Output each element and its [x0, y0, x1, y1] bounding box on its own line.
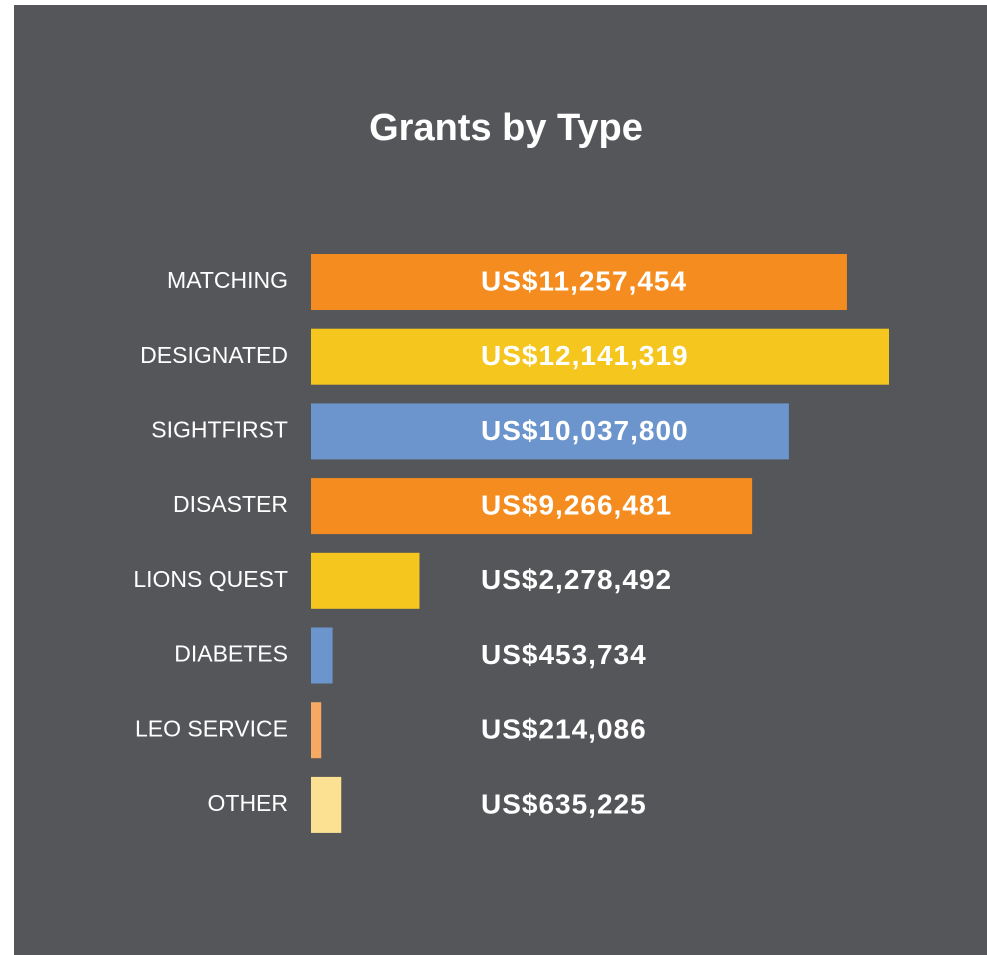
value-label: US$2,278,492: [481, 564, 672, 595]
chart-title: Grants by Type: [369, 107, 643, 149]
bar: [311, 478, 753, 535]
category-label: DIABETES: [174, 641, 288, 667]
value-label: US$453,734: [481, 639, 647, 670]
bar: [311, 328, 889, 385]
bar: [311, 627, 333, 684]
value-label: US$214,086: [481, 714, 647, 745]
bar: [311, 254, 847, 310]
bar: [311, 552, 420, 609]
bar: [311, 403, 789, 460]
value-label: US$10,037,800: [481, 415, 689, 446]
value-label: US$12,141,319: [481, 340, 689, 371]
bar: [311, 776, 342, 833]
category-label: LIONS QUEST: [133, 566, 288, 592]
category-label: DISASTER: [173, 491, 288, 517]
bar: [311, 702, 322, 759]
value-label: US$11,257,454: [481, 265, 687, 296]
category-label: DESIGNATED: [140, 342, 288, 368]
category-label: LEO SERVICE: [135, 715, 288, 741]
category-label: OTHER: [208, 790, 289, 816]
value-label: US$9,266,481: [481, 489, 672, 520]
value-label: US$635,225: [481, 788, 647, 819]
category-label: MATCHING: [167, 267, 288, 293]
category-label: SIGHTFIRST: [151, 416, 288, 442]
